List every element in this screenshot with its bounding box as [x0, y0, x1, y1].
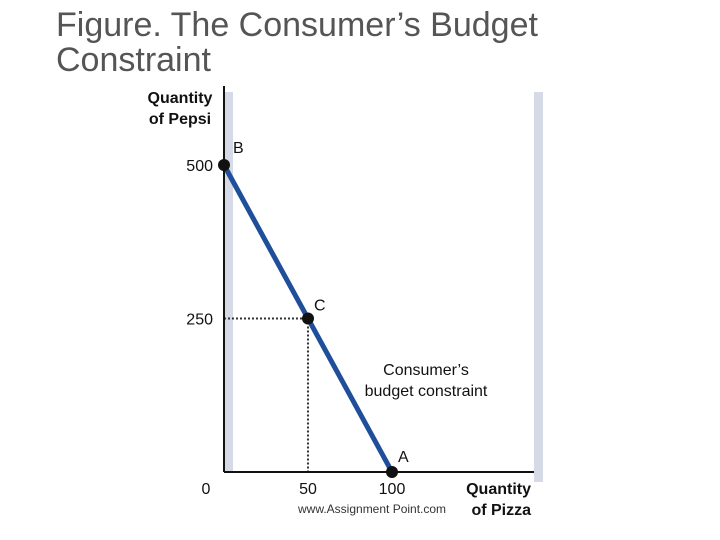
y-tick-label: 500	[186, 158, 213, 175]
x-tick-label: 50	[299, 481, 317, 498]
point-c	[302, 312, 314, 325]
budget-constraint-annotation: Consumer’s budget constraint	[365, 362, 488, 400]
point-a	[386, 466, 398, 478]
page-title: Figure. The Consumer’s Budget Constraint	[56, 6, 538, 79]
y-tick-label: 250	[186, 312, 213, 329]
point-b	[218, 159, 230, 171]
x-axis-shadow	[534, 92, 543, 482]
y-axis-label: Quantity of Pepsi	[148, 90, 213, 128]
x-axis-label: Quantity of Pizza	[466, 481, 531, 519]
y-axis-shadow	[224, 92, 233, 472]
watermark: www.Assignment Point.com	[297, 502, 446, 516]
x-tick-label: 0	[202, 481, 211, 498]
x-tick-label: 100	[379, 481, 406, 498]
point-label-a: A	[398, 449, 409, 466]
point-label-b: B	[233, 140, 244, 157]
point-label-c: C	[314, 298, 326, 315]
